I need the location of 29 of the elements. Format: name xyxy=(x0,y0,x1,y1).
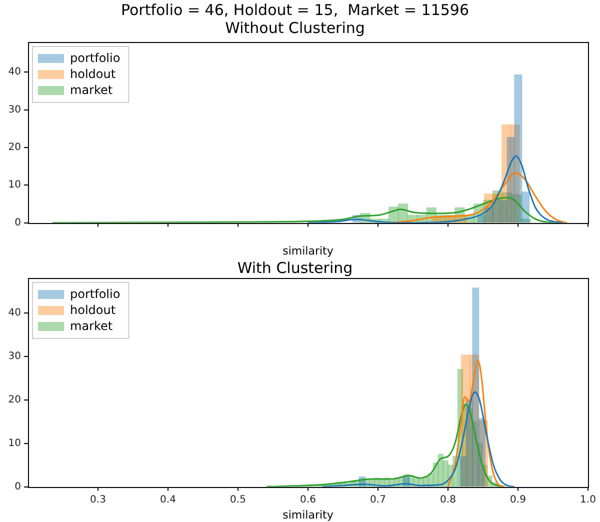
x-tick-label: 0.6 xyxy=(300,494,316,506)
y-tick-label: 30 xyxy=(8,350,21,362)
y-tick-label: 20 xyxy=(8,142,21,154)
y-tick-label: 0 xyxy=(14,217,21,228)
legend-label: market xyxy=(70,319,113,334)
x-tick-label: 1.0 xyxy=(580,494,596,506)
chart-title: With Clustering xyxy=(237,258,353,277)
x-axis-title: similarity xyxy=(282,244,334,258)
legend-label: holdout xyxy=(70,303,116,318)
y-tick-label: 10 xyxy=(8,438,21,449)
y-tick-label: 20 xyxy=(8,394,21,406)
x-tick-label: 0.4 xyxy=(160,494,176,506)
x-tick-label: 0.8 xyxy=(440,494,456,506)
chart-subtitle: Without Clustering xyxy=(225,18,365,37)
y-tick-label: 40 xyxy=(8,307,21,318)
x-tick-label: 0.3 xyxy=(90,494,106,506)
y-tick-label: 40 xyxy=(8,66,21,78)
x-tick-label: 0.5 xyxy=(230,494,246,506)
legend-label: market xyxy=(70,83,113,98)
legend-label: portfolio xyxy=(70,287,120,302)
x-axis-title: similarity xyxy=(282,508,334,522)
y-tick-label: 10 xyxy=(8,180,21,191)
legend-label: holdout xyxy=(70,67,116,82)
x-tick-label: 0.9 xyxy=(510,494,526,506)
y-tick-label: 30 xyxy=(8,104,21,116)
legend-label: portfolio xyxy=(70,51,120,66)
chart-title: Portfolio = 46, Holdout = 15, Market = 11596 xyxy=(120,0,470,19)
y-tick-label: 0 xyxy=(14,481,21,492)
x-tick-label: 0.7 xyxy=(370,494,386,506)
